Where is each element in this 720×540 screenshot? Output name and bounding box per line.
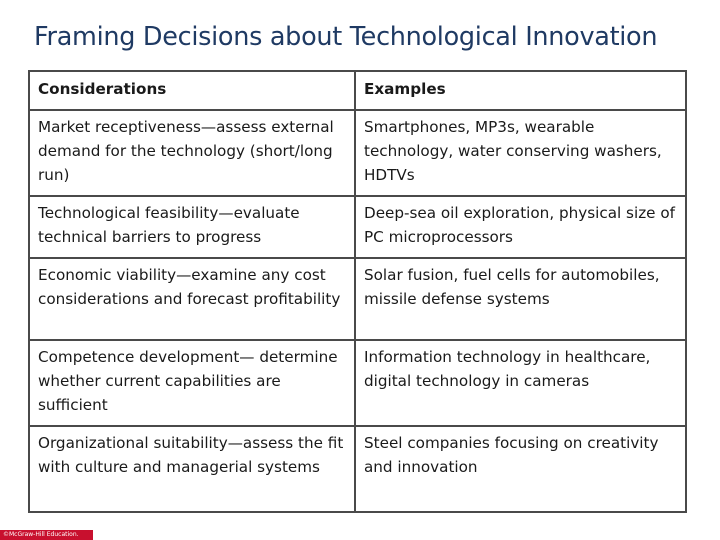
footer-bar: [0, 530, 93, 540]
example-cell: Solar fusion, fuel cells for automobiles…: [354, 257, 687, 341]
example-cell: Steel companies focusing on creativity a…: [354, 425, 687, 513]
table-row: Technological feasibility—evaluate techn…: [28, 195, 687, 259]
copyright-text: ©McGraw-Hill Education.: [3, 531, 79, 538]
table-header-row: Considerations Examples: [28, 70, 687, 111]
table-row: Economic viability—examine any cost cons…: [28, 257, 687, 341]
example-cell: Smartphones, MP3s, wearable technology, …: [354, 109, 687, 197]
example-cell: Information technology in healthcare, di…: [354, 339, 687, 427]
header-examples: Examples: [354, 70, 687, 111]
slide-title: Framing Decisions about Technological In…: [34, 22, 658, 52]
consideration-cell: Economic viability—examine any cost cons…: [28, 257, 356, 341]
table-row: Competence development— determine whethe…: [28, 339, 687, 427]
consideration-cell: Market receptiveness—assess external dem…: [28, 109, 356, 197]
example-cell: Deep-sea oil exploration, physical size …: [354, 195, 687, 259]
consideration-cell: Competence development— determine whethe…: [28, 339, 356, 427]
consideration-cell: Organizational suitability—assess the fi…: [28, 425, 356, 513]
table-row: Organizational suitability—assess the fi…: [28, 425, 687, 513]
considerations-table: Considerations Examples Market receptive…: [28, 70, 687, 513]
consideration-cell: Technological feasibility—evaluate techn…: [28, 195, 356, 259]
header-considerations: Considerations: [28, 70, 356, 111]
table-row: Market receptiveness—assess external dem…: [28, 109, 687, 197]
